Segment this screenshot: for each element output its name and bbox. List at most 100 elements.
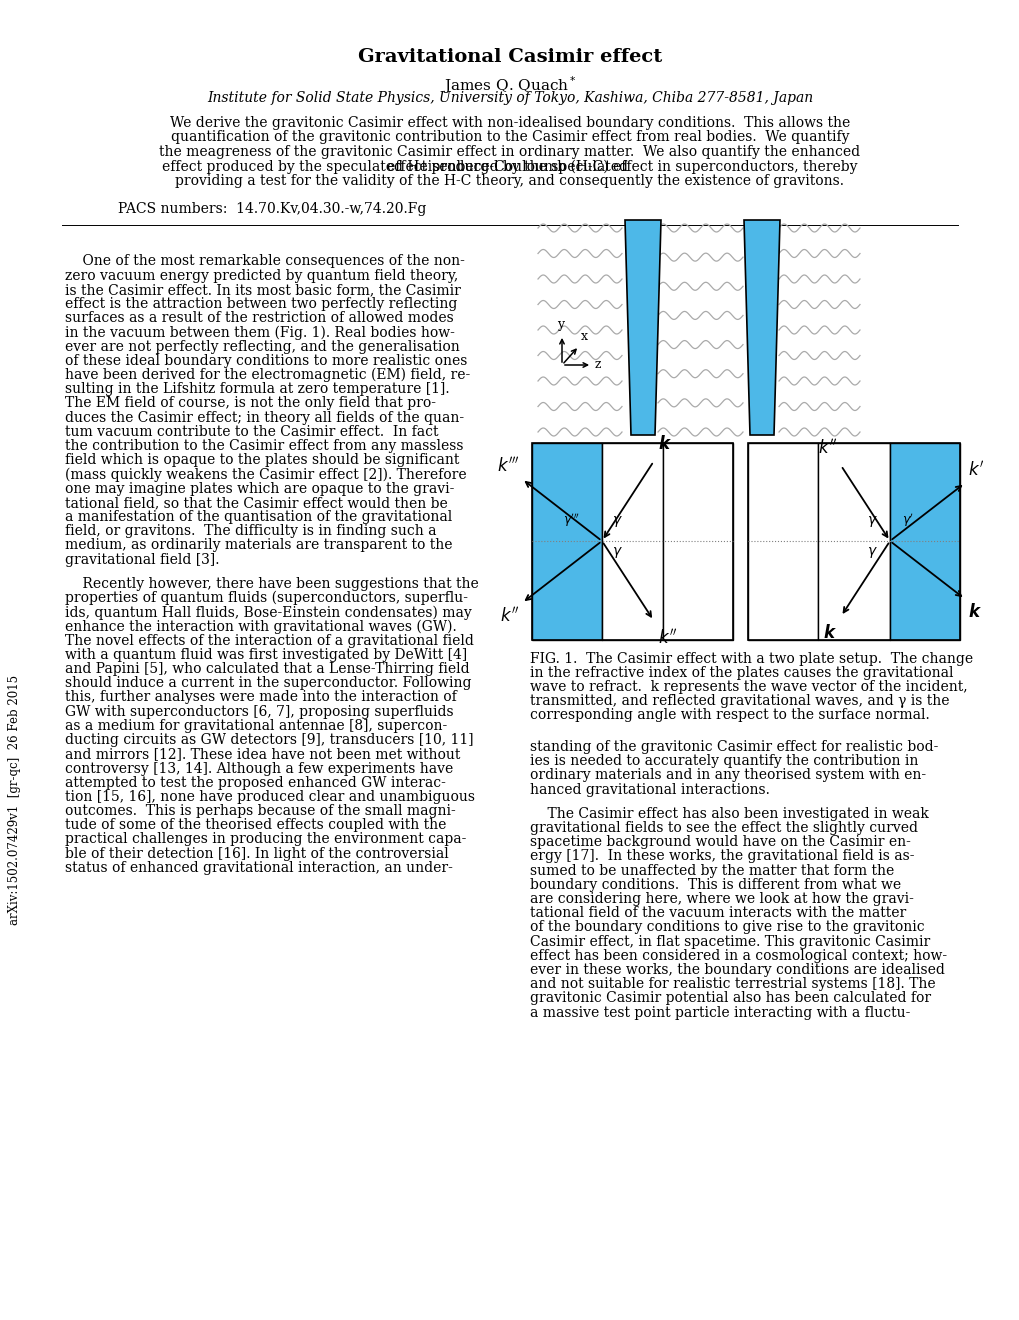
Text: standing of the gravitonic Casimir effect for realistic bod-: standing of the gravitonic Casimir effec… [530,741,937,754]
Text: corresponding angle with respect to the surface normal.: corresponding angle with respect to the … [530,708,929,722]
Text: attempted to test the proposed enhanced GW interac-: attempted to test the proposed enhanced … [65,776,445,789]
Text: ies is needed to accurately quantify the contribution in: ies is needed to accurately quantify the… [530,754,917,768]
Text: duces the Casimir effect; in theory all fields of the quan-: duces the Casimir effect; in theory all … [65,411,464,425]
Text: ever in these works, the boundary conditions are idealised: ever in these works, the boundary condit… [530,964,944,977]
Text: $\boldsymbol{k}$: $\boldsymbol{k}$ [657,436,671,453]
Text: the contribution to the Casimir effect from any massless: the contribution to the Casimir effect f… [65,440,463,453]
Text: the meagreness of the gravitonic Casimir effect in ordinary matter.  We also qua: the meagreness of the gravitonic Casimir… [159,145,860,158]
Text: Casimir effect, in flat spacetime. This gravitonic Casimir: Casimir effect, in flat spacetime. This … [530,935,929,949]
Text: spacetime background would have on the Casimir en-: spacetime background would have on the C… [530,836,910,849]
Text: ducting circuits as GW detectors [9], transducers [10, 11]: ducting circuits as GW detectors [9], tr… [65,733,473,747]
Text: gravitonic Casimir potential also has been calculated for: gravitonic Casimir potential also has be… [530,991,930,1006]
Text: this, further analyses were made into the interaction of: this, further analyses were made into th… [65,690,457,705]
Text: gravitational field [3].: gravitational field [3]. [65,553,219,566]
Text: status of enhanced gravitational interaction, an under-: status of enhanced gravitational interac… [65,861,452,875]
Text: a manifestation of the quantisation of the gravitational: a manifestation of the quantisation of t… [65,510,451,524]
Text: one may imagine plates which are opaque to the gravi-: one may imagine plates which are opaque … [65,482,453,496]
Text: field, or gravitons.  The difficulty is in finding such a: field, or gravitons. The difficulty is i… [65,524,436,539]
Text: of these ideal boundary conditions to more realistic ones: of these ideal boundary conditions to mo… [65,354,467,368]
Text: $\boldsymbol{k''}$: $\boldsymbol{k''}$ [817,438,837,458]
Text: The novel effects of the interaction of a gravitational field: The novel effects of the interaction of … [65,634,474,648]
Text: The Casimir effect has also been investigated in weak: The Casimir effect has also been investi… [530,807,928,821]
Text: y: y [557,318,564,331]
Text: $\gamma'$: $\gamma'$ [901,511,913,529]
Text: (mass quickly weakens the Casimir effect [2]). Therefore: (mass quickly weakens the Casimir effect… [65,467,466,482]
Text: is the Casimir effect. In its most basic form, the Casimir: is the Casimir effect. In its most basic… [65,282,461,297]
Text: and mirrors [12]. These idea have not been met without: and mirrors [12]. These idea have not be… [65,747,460,762]
Text: and Papini [5], who calculated that a Lense-Thirring field: and Papini [5], who calculated that a Le… [65,663,469,676]
Text: $\gamma$: $\gamma$ [611,513,623,529]
Text: boundary conditions.  This is different from what we: boundary conditions. This is different f… [530,878,900,892]
Text: Gravitational Casimir effect: Gravitational Casimir effect [358,48,661,66]
Text: $\boldsymbol{k'}$: $\boldsymbol{k'}$ [967,459,983,479]
Text: practical challenges in producing the environment capa-: practical challenges in producing the en… [65,833,466,846]
Text: have been derived for the electromagnetic (EM) field, re-: have been derived for the electromagneti… [65,368,470,383]
Bar [532,444,733,640]
Text: outcomes.  This is perhaps because of the small magni-: outcomes. This is perhaps because of the… [65,804,455,818]
Text: Recently however, there have been suggestions that the: Recently however, there have been sugges… [65,577,478,591]
Bar [747,444,817,640]
Text: providing a test for the validity of the H-C theory, and consequently the existe: providing a test for the validity of the… [175,174,844,187]
Text: $\boldsymbol{k'''}$: $\boldsymbol{k'''}$ [496,457,519,477]
Text: in the refractive index of the plates causes the gravitational: in the refractive index of the plates ca… [530,667,953,680]
Text: ergy [17].  In these works, the gravitational field is as-: ergy [17]. In these works, the gravitati… [530,849,914,863]
Bar [890,444,959,640]
Text: FIG. 1.  The Casimir effect with a two plate setup.  The change: FIG. 1. The Casimir effect with a two pl… [530,652,972,667]
Text: $\boldsymbol{k''}$: $\boldsymbol{k''}$ [499,606,519,624]
Bar [817,444,890,640]
Text: of the boundary conditions to give rise to the gravitonic: of the boundary conditions to give rise … [530,920,923,935]
Text: gravitational fields to see the effect the slightly curved: gravitational fields to see the effect t… [530,821,917,836]
Text: medium, as ordinarily materials are transparent to the: medium, as ordinarily materials are tran… [65,539,452,553]
Text: ids, quantum Hall fluids, Bose-Einstein condensates) may: ids, quantum Hall fluids, Bose-Einstein … [65,606,472,619]
Text: surfaces as a result of the restriction of allowed modes: surfaces as a result of the restriction … [65,312,453,325]
Text: sulting in the Lifshitz formula at zero temperature [1].: sulting in the Lifshitz formula at zero … [65,383,449,396]
Text: a massive test point particle interacting with a fluctu-: a massive test point particle interactin… [530,1006,910,1019]
Text: effect produced by the speculated Heisenberg-Couloumb (H-C) effect in supercondu: effect produced by the speculated Heisen… [162,160,857,174]
Text: properties of quantum fluids (superconductors, superflu-: properties of quantum fluids (supercondu… [65,591,468,606]
Text: enhance the interaction with gravitational waves (GW).: enhance the interaction with gravitation… [65,619,457,634]
Text: $\gamma'''$: $\gamma'''$ [562,511,580,529]
Bar [662,444,733,640]
Text: quantification of the gravitonic contribution to the Casimir effect from real bo: quantification of the gravitonic contrib… [170,131,849,144]
Text: effect produced by the speculated: effect produced by the speculated [387,160,632,173]
Text: field which is opaque to the plates should be significant: field which is opaque to the plates shou… [65,453,459,467]
Text: $\gamma$: $\gamma$ [866,545,877,560]
Text: GW with superconductors [6, 7], proposing superfluids: GW with superconductors [6, 7], proposin… [65,705,453,718]
Bar [532,444,601,640]
Text: hanced gravitational interactions.: hanced gravitational interactions. [530,783,769,796]
Text: zero vacuum energy predicted by quantum field theory,: zero vacuum energy predicted by quantum … [65,269,458,282]
Text: ble of their detection [16]. In light of the controversial: ble of their detection [16]. In light of… [65,846,448,861]
Text: James Q. Quach$^*$: James Q. Quach$^*$ [442,74,577,96]
Bar [601,444,662,640]
Text: transmitted, and reflected gravitational waves, and γ is the: transmitted, and reflected gravitational… [530,694,949,708]
Text: tational field of the vacuum interacts with the matter: tational field of the vacuum interacts w… [530,907,905,920]
Text: as a medium for gravitational antennae [8], supercon-: as a medium for gravitational antennae [… [65,719,446,733]
Polygon shape [743,220,780,436]
Text: in the vacuum between them (Fig. 1). Real bodies how-: in the vacuum between them (Fig. 1). Rea… [65,326,454,339]
Text: Institute for Solid State Physics, University of Tokyo, Kashiwa, Chiba 277-8581,: Institute for Solid State Physics, Unive… [207,91,812,106]
Text: are considering here, where we look at how the gravi-: are considering here, where we look at h… [530,892,913,906]
Text: z: z [594,359,601,371]
Text: $\boldsymbol{k}$: $\boldsymbol{k}$ [967,603,981,620]
Text: and not suitable for realistic terrestrial systems [18]. The: and not suitable for realistic terrestri… [530,977,934,991]
Text: x: x [581,330,587,343]
Text: PACS numbers:  14.70.Kv,04.30.-w,74.20.Fg: PACS numbers: 14.70.Kv,04.30.-w,74.20.Fg [118,202,426,216]
Text: $\boldsymbol{k}$: $\boldsymbol{k}$ [822,624,837,643]
Text: $\gamma$: $\gamma$ [611,545,623,560]
Text: $\boldsymbol{k''}$: $\boldsymbol{k''}$ [657,628,677,648]
Text: wave to refract.  k represents the wave vector of the incident,: wave to refract. k represents the wave v… [530,680,967,694]
Text: tational field, so that the Casimir effect would then be: tational field, so that the Casimir effe… [65,496,447,510]
Text: The EM field of course, is not the only field that pro-: The EM field of course, is not the only … [65,396,435,411]
Text: sumed to be unaffected by the matter that form the: sumed to be unaffected by the matter tha… [530,863,894,878]
Text: arXiv:1502.07429v1  [gr-qc]  26 Feb 2015: arXiv:1502.07429v1 [gr-qc] 26 Feb 2015 [8,675,21,925]
Text: effect has been considered in a cosmological context; how-: effect has been considered in a cosmolog… [530,949,947,962]
Polygon shape [625,220,660,436]
Text: controversy [13, 14]. Although a few experiments have: controversy [13, 14]. Although a few exp… [65,762,452,776]
Text: tum vacuum contribute to the Casimir effect.  In fact: tum vacuum contribute to the Casimir eff… [65,425,438,438]
Bar [747,444,959,640]
Text: should induce a current in the superconductor. Following: should induce a current in the supercond… [65,676,471,690]
Text: One of the most remarkable consequences of the non-: One of the most remarkable consequences … [65,255,465,268]
Text: $\gamma$: $\gamma$ [866,513,877,529]
Text: with a quantum fluid was first investigated by DeWitt [4]: with a quantum fluid was first investiga… [65,648,467,661]
Text: ordinary materials and in any theorised system with en-: ordinary materials and in any theorised … [530,768,925,783]
